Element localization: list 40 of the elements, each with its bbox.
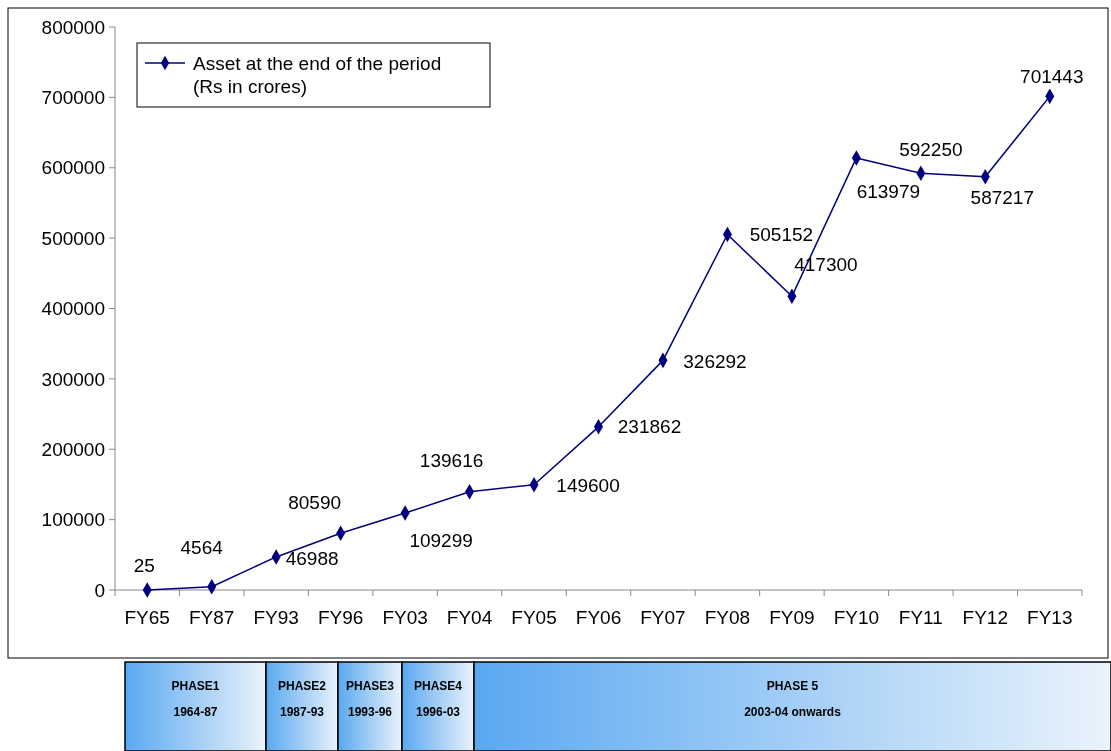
- x-tick-label: FY87: [188, 607, 235, 628]
- data-label: 25: [133, 554, 155, 576]
- data-label: 505152: [749, 224, 814, 246]
- data-label: 587217: [970, 187, 1034, 209]
- x-tick-label: FY03: [382, 607, 428, 628]
- y-tick-label: 100000: [41, 509, 105, 531]
- y-tick-label: 700000: [41, 87, 105, 109]
- x-tick-label: FY04: [446, 607, 493, 628]
- x-tick-label: FY93: [253, 607, 299, 628]
- y-tick-label: 300000: [41, 368, 105, 390]
- data-label: 80590: [288, 491, 342, 513]
- data-label: 592250: [899, 138, 963, 160]
- x-tick-label: FY07: [640, 607, 686, 628]
- data-label: 46988: [285, 547, 339, 569]
- x-tick-label: FY05: [511, 607, 557, 628]
- data-label: 109299: [409, 529, 473, 551]
- y-tick-label: 500000: [41, 227, 105, 249]
- x-tick-label: FY11: [898, 607, 943, 628]
- x-tick-label: FY65: [124, 607, 170, 628]
- y-tick-label: 400000: [41, 298, 105, 320]
- data-label: 149600: [556, 475, 620, 497]
- y-tick-label: 200000: [41, 438, 105, 460]
- x-tick-label: FY12: [962, 607, 1009, 628]
- data-label: 231862: [617, 416, 682, 438]
- data-label: 613979: [856, 180, 921, 202]
- y-tick-label: 600000: [41, 157, 105, 179]
- x-tick-label: FY09: [769, 607, 815, 628]
- x-tick-label: FY96: [317, 607, 364, 628]
- x-tick-label: FY13: [1027, 607, 1073, 628]
- legend-label: Asset at the end of the period (Rs in crores): [193, 53, 442, 97]
- data-label: 139616: [419, 450, 484, 472]
- x-tick-label: FY10: [833, 607, 880, 628]
- data-label: 4564: [180, 537, 224, 559]
- x-tick-label: FY08: [704, 607, 751, 628]
- data-label: 326292: [683, 351, 747, 373]
- phase-boxes: PHASE1 1964-87 PHASE2 1987-93 PHASE3 1993-96 PHASE4 1996-03 PHASE 5 2003-04 onwards: [124, 661, 1111, 751]
- data-label: 701443: [1020, 66, 1084, 88]
- y-tick-label: 800000: [41, 16, 105, 38]
- x-tick-label: FY06: [575, 607, 622, 628]
- y-tick-label: 0: [94, 579, 105, 601]
